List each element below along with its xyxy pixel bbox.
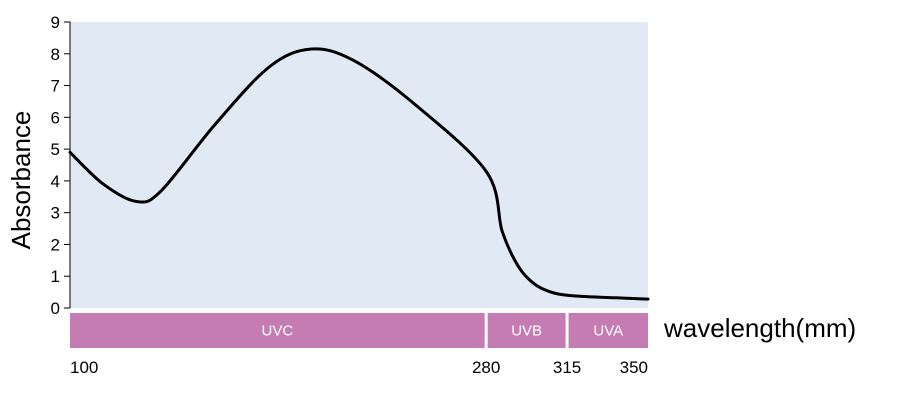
- y-tick-label: 5: [51, 140, 60, 159]
- x-tick-label: 315: [553, 358, 581, 377]
- absorbance-curve: [68, 47, 650, 301]
- y-tick-label: 1: [51, 267, 60, 286]
- y-tick-label: 7: [51, 77, 60, 96]
- band-label: UVA: [593, 323, 623, 340]
- y-tick-label: 8: [51, 45, 60, 64]
- x-tick-label: 280: [472, 358, 500, 377]
- y-tick-label: 6: [51, 108, 60, 127]
- y-tick-label: 9: [51, 13, 60, 32]
- x-axis-title: wavelength(mm): [663, 313, 856, 343]
- x-axis: 100 280 315 350: [70, 358, 648, 377]
- band-uvc: [70, 313, 485, 348]
- y-axis-title: Absorbance: [6, 111, 36, 250]
- band-label: UVC: [261, 323, 293, 340]
- band-label: UVB: [511, 323, 542, 340]
- y-tick-label: 3: [51, 204, 60, 223]
- plot-area: [70, 22, 648, 308]
- x-tick-label: 100: [70, 358, 98, 377]
- y-tick-label: 2: [51, 235, 60, 254]
- band-uva: [568, 313, 648, 348]
- x-tick-label: 350: [620, 358, 648, 377]
- y-tick-label: 4: [51, 172, 60, 191]
- uv-band-strip: UVC UVB UVA: [70, 313, 648, 348]
- band-uvb: [487, 313, 566, 348]
- y-tick-label: 0: [51, 299, 60, 318]
- y-axis: 0 1 2 3 4 5 6 7 8 9: [51, 13, 71, 318]
